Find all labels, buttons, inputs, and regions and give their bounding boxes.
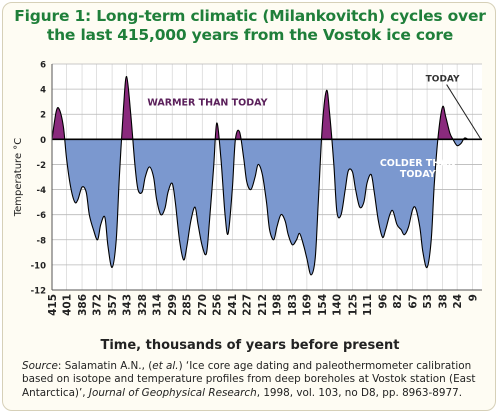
x-tick-label: 125 [347,294,359,316]
y-tick-label: -12 [31,287,46,297]
x-tick-label: 401 [61,294,73,316]
x-tick-label: 227 [242,294,254,316]
source-label: Source [22,360,58,372]
colder-annotation-line: TODAY [400,169,436,180]
x-tick-label: 343 [121,294,133,316]
y-tick-label: 0 [40,136,46,146]
colder-annotation-line: COLDER THAN [380,158,456,169]
y-tick-label: -4 [37,186,47,196]
y-tick-label: -2 [37,161,47,171]
colder-area [64,139,473,275]
x-tick-label: 357 [107,294,119,316]
figure-title-line-1: Figure 1: Long-term climatic (Milankovit… [14,7,486,25]
x-tick-label: 140 [332,294,344,316]
x-tick-label: 198 [272,294,284,316]
x-tick-label: 24 [452,294,464,309]
x-tick-label: 386 [77,294,89,316]
x-axis-label: Time, thousands of years before present [100,338,400,353]
x-tick-label: 372 [91,294,103,316]
warmer-annotation: WARMER THAN TODAY [147,98,267,109]
source-authors-post: ) ‘Ice core age dating and paleothermome… [22,360,476,399]
source-journal: Journal of Geophysical Research [88,386,257,399]
x-tick-label: 299 [167,294,179,316]
x-tick-label: 270 [197,294,209,316]
y-tick-label: -10 [31,261,46,271]
source-et-al: et al. [152,360,179,372]
x-tick-label: 67 [407,294,419,309]
x-tick-label: 241 [227,294,239,316]
y-tick-label: -6 [37,211,47,221]
x-tick-label: 154 [317,294,329,316]
figure-title-line-2: the last 415,000 years from the Vostok i… [46,26,454,44]
today-pointer [446,84,482,140]
x-tick-label: 82 [392,294,404,309]
today-annotation: TODAY [426,75,460,85]
y-tick-label: -8 [37,236,47,246]
x-tick-label: 212 [257,294,269,316]
x-tick-label: 183 [287,294,299,316]
fill-layer [51,76,482,276]
y-axis-label: Temperature °C [13,138,24,218]
x-tick-label: 38 [437,294,449,309]
x-tick-label: 96 [377,294,389,309]
x-tick-label: 169 [302,294,314,316]
axes-layer [51,64,482,291]
source-rest: , 1998, vol. 103, no D8, pp. 8963-8977. [256,386,463,399]
x-tick-label: 9 [467,294,479,301]
x-tick-label: 53 [422,294,434,309]
x-tick-label: 415 [47,294,59,316]
x-tick-label: 256 [212,294,224,316]
x-tick-label: 314 [151,294,163,316]
x-tick-label: 111 [362,294,374,316]
x-tick-label: 328 [137,294,149,316]
source-citation: Source: Salamatin A.N., (et al.) ‘Ice co… [22,360,484,400]
temperature-curve [51,76,482,276]
y-tick-label: 4 [40,86,46,96]
source-authors-pre: : Salamatin A.N., ( [57,360,153,372]
figure-title: Figure 1: Long-term climatic (Milankovit… [0,7,500,45]
x-tick-label: 285 [182,294,194,316]
y-tick-label: 6 [40,61,46,71]
y-tick-label: 2 [40,111,46,121]
